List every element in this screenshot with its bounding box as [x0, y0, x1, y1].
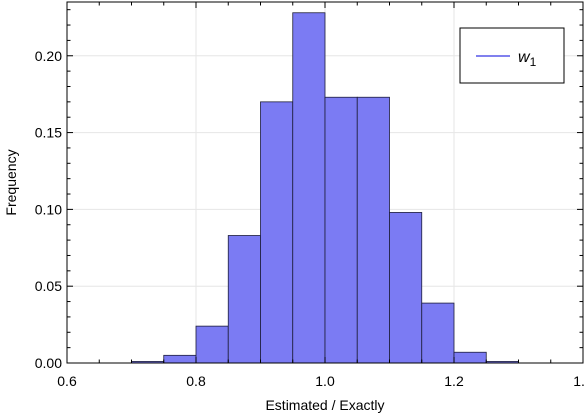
legend-label: w1	[518, 49, 537, 69]
x-tick-label: 1.2	[444, 373, 464, 389]
y-axis-label: Frequency	[3, 149, 19, 215]
histogram-bar	[389, 212, 423, 364]
tick-labels: 0.6 0.8 1.0 1.2 1.4 0.00 0.05 0.10 0.15 0.20	[35, 48, 585, 389]
y-tick-label: 0.20	[35, 48, 62, 64]
histogram-bar	[195, 325, 229, 364]
legend-label-subscript: 1	[530, 55, 537, 69]
histogram-bar	[453, 351, 487, 364]
histogram-bar	[324, 96, 358, 364]
histogram-bar	[163, 354, 197, 364]
axis-ticks	[66, 2, 584, 364]
y-tick-label: 0.15	[35, 125, 62, 141]
y-tick-label: 0.00	[35, 355, 62, 371]
x-tick-label: 0.6	[57, 373, 77, 389]
y-tick-label: 0.05	[35, 278, 62, 294]
histogram-bar	[356, 96, 390, 364]
y-tick-label: 0.10	[35, 201, 62, 217]
x-tick-label: 1.4	[573, 373, 585, 389]
legend-label-base: w	[518, 49, 531, 66]
x-tick-label: 0.8	[186, 373, 206, 389]
histogram-bar	[227, 235, 261, 364]
histogram-bar	[292, 12, 326, 364]
x-axis-label: Estimated / Exactly	[265, 397, 384, 413]
legend: w1	[459, 27, 565, 84]
legend-box	[459, 27, 565, 84]
histogram-bar	[260, 101, 294, 364]
histogram-bars	[131, 12, 519, 364]
histogram-bar	[421, 302, 455, 364]
x-tick-label: 1.0	[315, 373, 335, 389]
